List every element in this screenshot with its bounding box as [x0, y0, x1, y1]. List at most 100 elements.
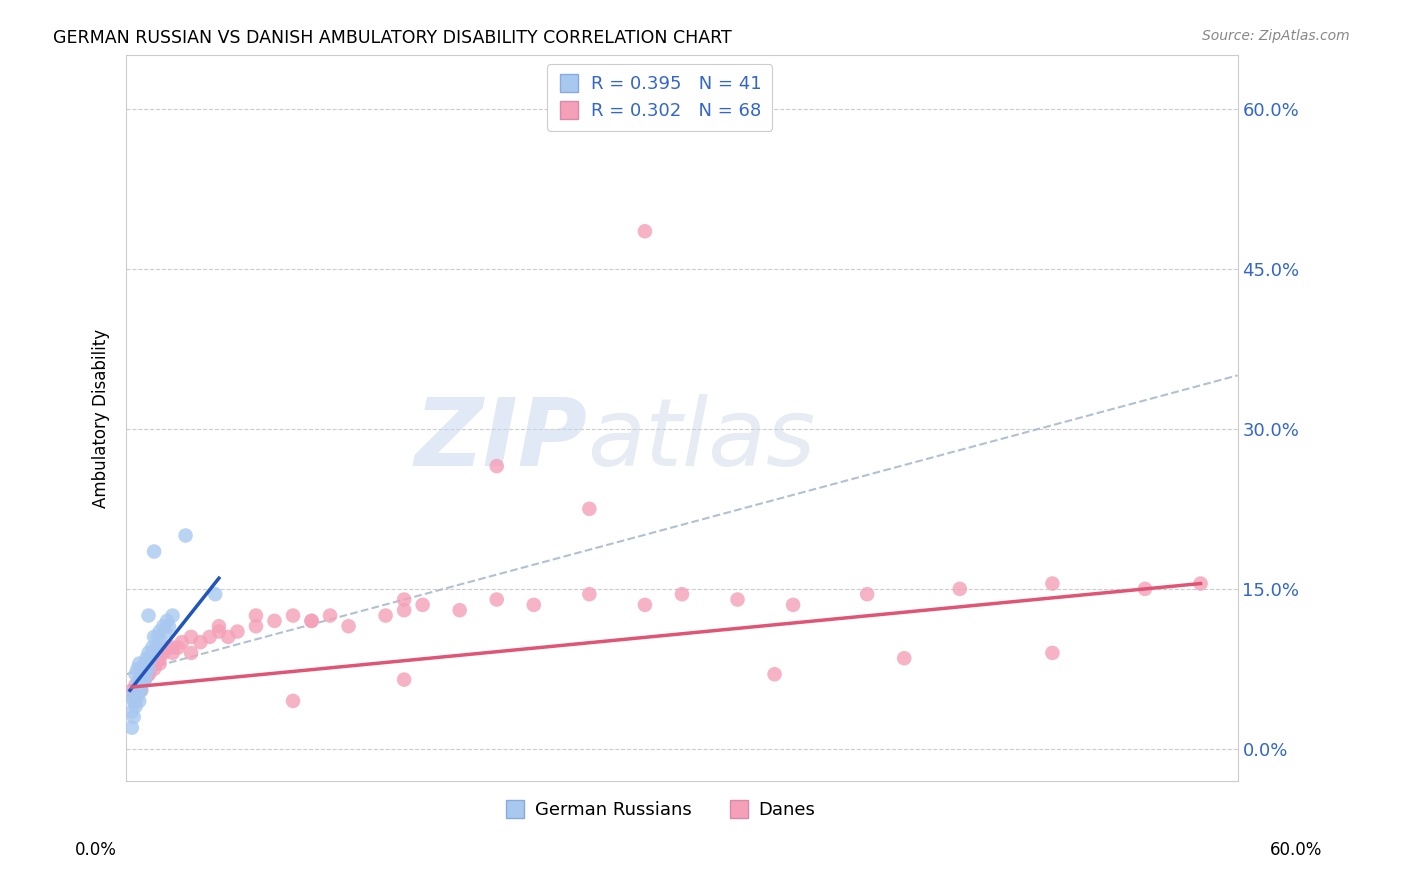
Point: [1042, 576, 1064, 591]
Point: [392, 603, 415, 617]
Point: [138, 608, 160, 623]
Point: [129, 683, 152, 698]
Point: [263, 614, 285, 628]
Point: [146, 630, 169, 644]
Point: [634, 224, 657, 238]
Point: [138, 667, 160, 681]
Point: [143, 662, 166, 676]
Point: [281, 608, 304, 623]
Point: [128, 673, 150, 687]
Point: [485, 459, 508, 474]
Point: [122, 710, 145, 724]
Legend: German Russians, Danes: German Russians, Danes: [496, 794, 823, 826]
Point: [134, 673, 156, 687]
Text: atlas: atlas: [588, 394, 815, 485]
Point: [134, 667, 156, 681]
Point: [208, 624, 231, 639]
Point: [156, 614, 179, 628]
Point: [134, 673, 156, 687]
Point: [124, 678, 146, 692]
Point: [138, 646, 160, 660]
Point: [127, 662, 149, 676]
Text: 0.0%: 0.0%: [75, 840, 117, 858]
Point: [226, 624, 249, 639]
Point: [392, 673, 415, 687]
Point: [149, 657, 172, 671]
Point: [301, 614, 323, 628]
Point: [152, 619, 174, 633]
Point: [782, 598, 804, 612]
Point: [153, 624, 176, 639]
Point: [156, 640, 179, 655]
Point: [141, 657, 163, 671]
Point: [145, 640, 167, 655]
Point: [129, 683, 152, 698]
Point: [157, 619, 180, 633]
Point: [856, 587, 879, 601]
Point: [523, 598, 546, 612]
Point: [138, 662, 160, 676]
Point: [141, 640, 163, 655]
Point: [449, 603, 471, 617]
Point: [485, 592, 508, 607]
Point: [392, 592, 415, 607]
Point: [763, 667, 786, 681]
Point: [301, 614, 323, 628]
Point: [132, 667, 155, 681]
Point: [162, 608, 184, 623]
Point: [138, 667, 160, 681]
Point: [162, 640, 184, 655]
Point: [578, 501, 600, 516]
Point: [149, 624, 172, 639]
Point: [217, 630, 239, 644]
Point: [319, 608, 342, 623]
Point: [152, 646, 174, 660]
Point: [139, 662, 162, 676]
Point: [281, 694, 304, 708]
Point: [121, 705, 143, 719]
Point: [118, 689, 141, 703]
Point: [132, 667, 155, 681]
Point: [134, 657, 156, 671]
Point: [374, 608, 396, 623]
Point: [180, 646, 202, 660]
Point: [129, 678, 152, 692]
Point: [180, 630, 202, 644]
Point: [245, 608, 267, 623]
Point: [127, 678, 149, 692]
Point: [1133, 582, 1156, 596]
Point: [208, 619, 231, 633]
Point: [162, 646, 184, 660]
Point: [128, 673, 150, 687]
Point: [124, 667, 146, 681]
Point: [124, 699, 146, 714]
Point: [149, 651, 172, 665]
Text: Source: ZipAtlas.com: Source: ZipAtlas.com: [1202, 29, 1350, 43]
Point: [198, 630, 221, 644]
Point: [1042, 646, 1064, 660]
Point: [143, 630, 166, 644]
Point: [671, 587, 693, 601]
Point: [129, 662, 152, 676]
Point: [727, 592, 749, 607]
Point: [150, 635, 173, 649]
Point: [245, 619, 267, 633]
Point: [135, 651, 157, 665]
Point: [121, 683, 143, 698]
Point: [139, 651, 162, 665]
Point: [578, 587, 600, 601]
Point: [122, 694, 145, 708]
Point: [128, 694, 150, 708]
Text: ZIP: ZIP: [415, 394, 588, 486]
Point: [127, 689, 149, 703]
Point: [121, 721, 143, 735]
Point: [167, 640, 190, 655]
Text: 60.0%: 60.0%: [1270, 840, 1323, 858]
Point: [128, 657, 150, 671]
Text: GERMAN RUSSIAN VS DANISH AMBULATORY DISABILITY CORRELATION CHART: GERMAN RUSSIAN VS DANISH AMBULATORY DISA…: [53, 29, 733, 46]
Point: [146, 651, 169, 665]
Point: [127, 683, 149, 698]
Point: [1189, 576, 1212, 591]
Point: [190, 635, 212, 649]
Point: [143, 544, 166, 558]
